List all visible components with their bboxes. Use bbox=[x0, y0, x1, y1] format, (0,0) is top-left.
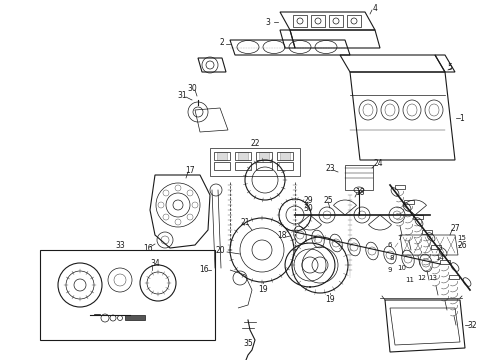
Text: 15: 15 bbox=[458, 235, 466, 241]
Bar bbox=[345, 165, 373, 190]
Text: 32: 32 bbox=[467, 320, 477, 329]
Text: 20: 20 bbox=[215, 246, 225, 255]
Bar bbox=[449, 275, 459, 279]
Text: 34: 34 bbox=[150, 258, 160, 267]
Text: 16: 16 bbox=[143, 243, 153, 252]
Bar bbox=[256, 152, 272, 160]
Text: 10: 10 bbox=[397, 265, 407, 271]
Text: 16: 16 bbox=[199, 266, 209, 274]
Text: 19: 19 bbox=[258, 285, 268, 294]
Text: 13: 13 bbox=[428, 275, 438, 281]
Bar bbox=[311, 15, 325, 27]
Bar bbox=[422, 230, 432, 234]
Bar bbox=[329, 15, 343, 27]
Text: 24: 24 bbox=[373, 158, 383, 167]
Bar bbox=[210, 148, 300, 176]
Text: 17: 17 bbox=[185, 166, 195, 175]
Text: 18: 18 bbox=[355, 188, 365, 197]
Bar bbox=[259, 152, 269, 160]
Text: 7: 7 bbox=[398, 235, 402, 241]
Text: 25: 25 bbox=[323, 195, 333, 204]
Text: 11: 11 bbox=[406, 277, 415, 283]
Bar bbox=[395, 185, 405, 189]
Text: 33: 33 bbox=[115, 240, 125, 249]
Text: 1: 1 bbox=[460, 113, 465, 122]
Text: 21: 21 bbox=[240, 217, 250, 226]
Text: 2: 2 bbox=[220, 37, 224, 46]
Bar bbox=[214, 162, 230, 170]
Text: 4: 4 bbox=[372, 4, 377, 13]
Text: 23: 23 bbox=[325, 163, 335, 172]
Text: 30: 30 bbox=[187, 84, 197, 93]
Text: 30: 30 bbox=[303, 203, 313, 212]
Bar bbox=[280, 152, 290, 160]
Bar bbox=[293, 15, 307, 27]
Bar bbox=[347, 15, 361, 27]
Bar bbox=[431, 245, 441, 249]
Text: 14: 14 bbox=[436, 255, 444, 261]
Text: 3: 3 bbox=[266, 18, 270, 27]
Text: 35: 35 bbox=[243, 338, 253, 347]
Bar bbox=[277, 152, 293, 160]
Text: 12: 12 bbox=[417, 275, 426, 281]
Bar bbox=[413, 215, 423, 219]
Text: 18: 18 bbox=[277, 230, 287, 239]
Bar bbox=[235, 162, 251, 170]
Bar bbox=[404, 200, 414, 204]
Text: 31: 31 bbox=[177, 90, 187, 99]
Text: 6: 6 bbox=[388, 242, 392, 248]
Text: 9: 9 bbox=[388, 267, 392, 273]
Text: 26: 26 bbox=[457, 240, 467, 249]
Bar bbox=[277, 162, 293, 170]
Text: 22: 22 bbox=[250, 139, 260, 148]
Bar bbox=[235, 152, 251, 160]
Text: 19: 19 bbox=[325, 296, 335, 305]
Bar bbox=[40, 250, 215, 340]
Bar bbox=[125, 315, 145, 320]
Bar bbox=[440, 260, 450, 264]
Text: 27: 27 bbox=[450, 224, 460, 233]
Bar bbox=[238, 152, 248, 160]
Bar bbox=[256, 162, 272, 170]
Text: 8: 8 bbox=[390, 255, 394, 261]
Bar bbox=[214, 152, 230, 160]
Text: 5: 5 bbox=[447, 63, 452, 72]
Bar bbox=[217, 152, 227, 160]
Text: 29: 29 bbox=[303, 195, 313, 204]
